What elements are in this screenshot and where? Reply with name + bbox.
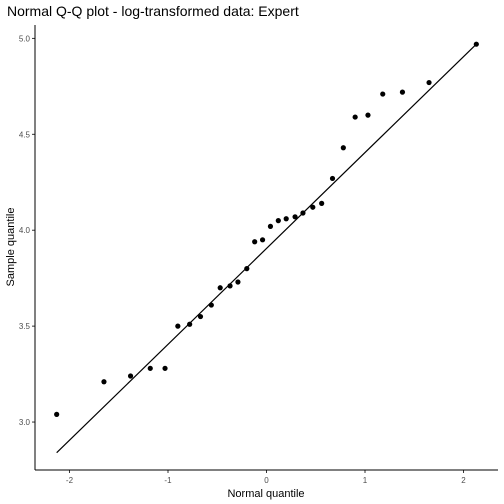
data-point	[292, 214, 298, 220]
data-point	[244, 265, 250, 272]
data-point	[340, 145, 346, 151]
data-point	[426, 79, 432, 86]
data-point	[283, 216, 289, 222]
y-tick-label: 5.0	[19, 34, 31, 43]
y-tick-label: 3.0	[19, 418, 31, 427]
data-point	[227, 283, 233, 289]
data-point	[365, 112, 371, 118]
data-point	[252, 239, 258, 245]
data-points	[54, 41, 479, 417]
data-point	[300, 210, 306, 216]
data-point	[197, 313, 204, 320]
x-tick-label: 1	[363, 476, 368, 485]
reference-line	[56, 43, 477, 454]
x-axis-label: Normal quantile	[227, 488, 304, 500]
data-point	[187, 321, 193, 327]
data-point	[101, 379, 107, 385]
chart-title: Normal Q-Q plot - log-transformed data: …	[7, 3, 299, 19]
data-point	[208, 302, 214, 308]
x-tick-label: 0	[264, 476, 269, 485]
y-tick-label: 4.0	[19, 226, 31, 235]
data-point	[310, 204, 316, 210]
data-point	[235, 279, 241, 285]
data-point	[473, 41, 479, 47]
data-point	[399, 89, 406, 95]
data-point	[275, 218, 281, 224]
data-point	[175, 323, 181, 329]
y-tick-label: 3.5	[19, 322, 31, 331]
y-axis-ticks: 3.0 3.5 4.0 4.5 5.0	[19, 34, 35, 427]
y-axis-label: Sample quantile	[5, 208, 17, 287]
data-point	[54, 411, 60, 417]
data-point	[352, 114, 358, 120]
data-point	[329, 175, 336, 182]
x-tick-label: -1	[164, 476, 172, 485]
data-point	[162, 365, 168, 371]
data-point	[267, 223, 274, 230]
data-point	[147, 365, 153, 371]
data-point	[259, 237, 266, 243]
x-axis-ticks: -2 -1 0 1 2	[66, 470, 466, 485]
data-point	[319, 200, 325, 206]
data-point	[127, 373, 134, 379]
data-point	[380, 91, 386, 97]
x-tick-label: 2	[461, 476, 466, 485]
x-tick-label: -2	[66, 476, 74, 485]
data-point	[217, 285, 223, 291]
y-tick-label: 4.5	[19, 130, 31, 139]
